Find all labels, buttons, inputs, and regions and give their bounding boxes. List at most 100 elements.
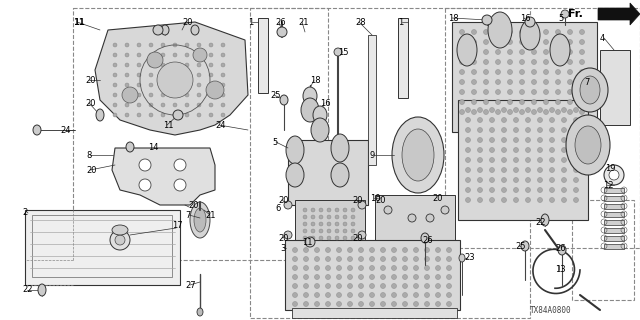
Ellipse shape [337, 257, 342, 261]
Text: 13: 13 [555, 266, 566, 275]
Ellipse shape [125, 43, 129, 47]
Bar [604, 204, 624, 209]
Ellipse shape [311, 236, 315, 240]
Ellipse shape [561, 148, 566, 153]
Ellipse shape [520, 60, 525, 65]
Ellipse shape [538, 148, 543, 153]
Text: 24: 24 [215, 121, 225, 130]
Ellipse shape [125, 113, 129, 117]
Ellipse shape [568, 69, 573, 75]
Ellipse shape [403, 301, 408, 307]
Ellipse shape [113, 83, 117, 87]
Ellipse shape [292, 275, 298, 279]
Ellipse shape [579, 39, 584, 44]
Ellipse shape [221, 93, 225, 97]
Ellipse shape [185, 83, 189, 87]
Ellipse shape [137, 103, 141, 107]
Ellipse shape [460, 39, 465, 44]
Text: 7: 7 [185, 211, 190, 220]
Ellipse shape [495, 50, 500, 54]
Bar [452, 22, 597, 132]
Ellipse shape [538, 188, 543, 193]
Ellipse shape [392, 247, 397, 252]
Ellipse shape [495, 69, 500, 75]
Ellipse shape [326, 275, 330, 279]
Ellipse shape [381, 247, 385, 252]
Bar [258, 18, 268, 93]
Ellipse shape [314, 257, 319, 261]
Ellipse shape [520, 69, 525, 75]
Ellipse shape [543, 100, 548, 105]
Text: 23: 23 [464, 253, 475, 262]
Ellipse shape [495, 39, 500, 44]
Ellipse shape [477, 178, 483, 182]
Ellipse shape [280, 95, 288, 105]
Ellipse shape [327, 215, 331, 219]
Ellipse shape [319, 229, 323, 233]
Ellipse shape [568, 100, 573, 105]
Ellipse shape [343, 208, 347, 212]
Ellipse shape [403, 292, 408, 298]
Ellipse shape [568, 90, 573, 94]
Text: 20: 20 [352, 196, 362, 204]
Ellipse shape [579, 79, 584, 84]
Ellipse shape [573, 148, 579, 153]
Ellipse shape [413, 247, 419, 252]
Ellipse shape [490, 157, 495, 163]
Ellipse shape [314, 247, 319, 252]
Ellipse shape [502, 167, 506, 172]
Ellipse shape [573, 197, 579, 203]
Ellipse shape [520, 39, 525, 44]
Text: 1: 1 [248, 18, 253, 27]
Ellipse shape [550, 108, 554, 113]
Ellipse shape [561, 188, 566, 193]
Ellipse shape [525, 148, 531, 153]
Ellipse shape [508, 79, 513, 84]
Ellipse shape [543, 79, 548, 84]
Ellipse shape [326, 247, 330, 252]
Ellipse shape [326, 292, 330, 298]
Ellipse shape [303, 236, 307, 240]
Ellipse shape [472, 100, 477, 105]
Ellipse shape [508, 29, 513, 35]
Ellipse shape [472, 109, 477, 115]
Ellipse shape [277, 27, 287, 37]
Ellipse shape [161, 53, 165, 57]
Ellipse shape [568, 60, 573, 65]
Ellipse shape [490, 167, 495, 172]
Ellipse shape [460, 29, 465, 35]
Ellipse shape [335, 236, 339, 240]
Ellipse shape [465, 157, 470, 163]
Ellipse shape [351, 208, 355, 212]
Ellipse shape [115, 235, 125, 245]
Ellipse shape [197, 53, 201, 57]
Ellipse shape [314, 266, 319, 270]
Ellipse shape [435, 257, 440, 261]
Ellipse shape [139, 179, 151, 191]
Ellipse shape [568, 50, 573, 54]
Ellipse shape [447, 247, 451, 252]
Ellipse shape [550, 117, 554, 123]
Ellipse shape [513, 108, 518, 113]
Ellipse shape [502, 197, 506, 203]
Ellipse shape [513, 138, 518, 142]
Bar [445, 8, 640, 248]
Ellipse shape [209, 43, 213, 47]
Ellipse shape [525, 188, 531, 193]
Ellipse shape [209, 93, 213, 97]
Text: 16: 16 [320, 99, 331, 108]
Ellipse shape [197, 93, 201, 97]
Text: 5: 5 [558, 13, 563, 22]
Ellipse shape [502, 127, 506, 132]
Ellipse shape [556, 90, 561, 94]
Ellipse shape [424, 284, 429, 289]
Ellipse shape [126, 142, 134, 152]
Ellipse shape [343, 222, 347, 226]
Ellipse shape [173, 110, 183, 120]
Ellipse shape [435, 301, 440, 307]
Ellipse shape [392, 117, 444, 193]
Bar [25, 210, 180, 285]
Ellipse shape [531, 29, 536, 35]
Ellipse shape [343, 215, 347, 219]
Ellipse shape [538, 108, 543, 113]
